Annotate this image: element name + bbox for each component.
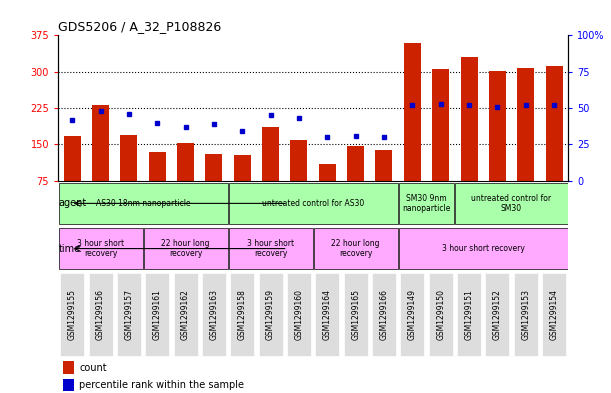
Text: GSM1299162: GSM1299162 bbox=[181, 289, 190, 340]
FancyBboxPatch shape bbox=[399, 228, 568, 269]
FancyBboxPatch shape bbox=[429, 273, 453, 356]
Text: 3 hour short
recovery: 3 hour short recovery bbox=[77, 239, 124, 258]
FancyBboxPatch shape bbox=[174, 273, 197, 356]
FancyBboxPatch shape bbox=[457, 273, 481, 356]
Text: GSM1299164: GSM1299164 bbox=[323, 289, 332, 340]
Bar bbox=[290, 140, 307, 181]
Bar bbox=[148, 152, 166, 181]
Bar bbox=[546, 66, 563, 181]
Text: GSM1299155: GSM1299155 bbox=[68, 289, 77, 340]
Text: GSM1299163: GSM1299163 bbox=[210, 289, 219, 340]
Bar bbox=[432, 69, 449, 181]
Text: GSM1299153: GSM1299153 bbox=[521, 289, 530, 340]
Text: GSM1299152: GSM1299152 bbox=[493, 289, 502, 340]
FancyBboxPatch shape bbox=[229, 183, 398, 224]
Text: untreated control for
SM30: untreated control for SM30 bbox=[472, 194, 552, 213]
FancyBboxPatch shape bbox=[258, 273, 283, 356]
Bar bbox=[205, 154, 222, 181]
Bar bbox=[63, 361, 75, 373]
Text: 3 hour short recovery: 3 hour short recovery bbox=[442, 244, 525, 253]
Text: GSM1299159: GSM1299159 bbox=[266, 289, 275, 340]
Text: GSM1299165: GSM1299165 bbox=[351, 289, 360, 340]
Bar bbox=[461, 57, 478, 181]
Text: time: time bbox=[59, 244, 81, 253]
FancyBboxPatch shape bbox=[230, 273, 254, 356]
Text: 22 hour long
recovery: 22 hour long recovery bbox=[331, 239, 380, 258]
Text: GSM1299150: GSM1299150 bbox=[436, 289, 445, 340]
Bar bbox=[64, 136, 81, 181]
FancyBboxPatch shape bbox=[145, 273, 169, 356]
Bar bbox=[404, 42, 421, 181]
Text: 3 hour short
recovery: 3 hour short recovery bbox=[247, 239, 294, 258]
FancyBboxPatch shape bbox=[202, 273, 226, 356]
FancyBboxPatch shape bbox=[399, 183, 455, 224]
FancyBboxPatch shape bbox=[229, 228, 313, 269]
Text: 22 hour long
recovery: 22 hour long recovery bbox=[161, 239, 210, 258]
Bar bbox=[489, 71, 506, 181]
FancyBboxPatch shape bbox=[485, 273, 510, 356]
Bar bbox=[517, 68, 534, 181]
FancyBboxPatch shape bbox=[313, 228, 398, 269]
Bar bbox=[92, 105, 109, 181]
FancyBboxPatch shape bbox=[400, 273, 425, 356]
Text: GDS5206 / A_32_P108826: GDS5206 / A_32_P108826 bbox=[58, 20, 221, 33]
Text: GSM1299158: GSM1299158 bbox=[238, 289, 247, 340]
Bar bbox=[319, 164, 336, 181]
Text: GSM1299161: GSM1299161 bbox=[153, 289, 162, 340]
Text: count: count bbox=[79, 362, 107, 373]
FancyBboxPatch shape bbox=[343, 273, 368, 356]
Bar bbox=[234, 155, 251, 181]
Text: GSM1299154: GSM1299154 bbox=[549, 289, 558, 340]
Text: AS30 18nm nanoparticle: AS30 18nm nanoparticle bbox=[96, 199, 191, 208]
FancyBboxPatch shape bbox=[117, 273, 141, 356]
FancyBboxPatch shape bbox=[315, 273, 339, 356]
FancyBboxPatch shape bbox=[59, 228, 142, 269]
Text: GSM1299156: GSM1299156 bbox=[96, 289, 105, 340]
FancyBboxPatch shape bbox=[59, 183, 227, 224]
FancyBboxPatch shape bbox=[60, 273, 84, 356]
FancyBboxPatch shape bbox=[372, 273, 396, 356]
Bar bbox=[262, 127, 279, 181]
Text: GSM1299166: GSM1299166 bbox=[379, 289, 389, 340]
Text: untreated control for AS30: untreated control for AS30 bbox=[262, 199, 364, 208]
FancyBboxPatch shape bbox=[514, 273, 538, 356]
FancyBboxPatch shape bbox=[144, 228, 227, 269]
Text: GSM1299157: GSM1299157 bbox=[125, 289, 133, 340]
Text: GSM1299160: GSM1299160 bbox=[295, 289, 304, 340]
Text: agent: agent bbox=[59, 198, 87, 208]
FancyBboxPatch shape bbox=[455, 183, 568, 224]
Bar bbox=[177, 143, 194, 181]
FancyBboxPatch shape bbox=[287, 273, 311, 356]
Bar bbox=[63, 379, 75, 391]
Bar bbox=[376, 150, 392, 181]
Text: GSM1299149: GSM1299149 bbox=[408, 289, 417, 340]
Bar bbox=[347, 146, 364, 181]
Bar bbox=[120, 135, 137, 181]
FancyBboxPatch shape bbox=[542, 273, 566, 356]
Text: GSM1299151: GSM1299151 bbox=[464, 289, 474, 340]
Text: SM30 9nm
nanoparticle: SM30 9nm nanoparticle bbox=[402, 194, 451, 213]
FancyBboxPatch shape bbox=[89, 273, 112, 356]
Text: percentile rank within the sample: percentile rank within the sample bbox=[79, 380, 244, 390]
